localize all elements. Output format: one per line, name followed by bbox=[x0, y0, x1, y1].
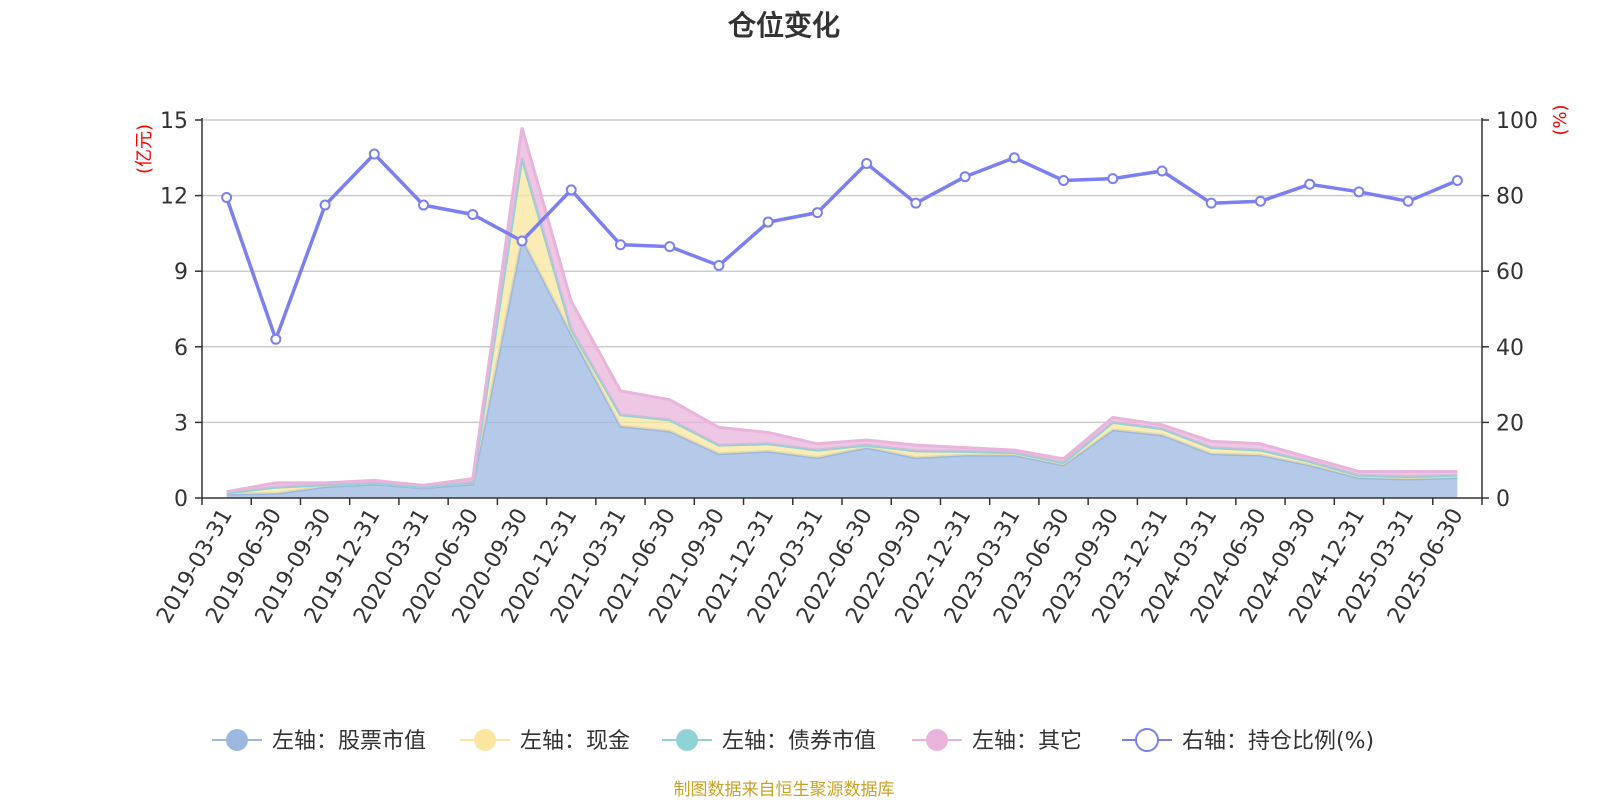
ratio-line-point bbox=[713, 260, 725, 272]
left-axis-tick-label: 12 bbox=[160, 185, 188, 210]
ratio-line-point bbox=[1008, 152, 1020, 164]
holding-ratio-line bbox=[221, 148, 1463, 345]
ratio-line-point bbox=[319, 199, 331, 211]
ratio-line-point bbox=[1402, 195, 1414, 207]
left-axis-unit: (亿元) bbox=[134, 124, 155, 174]
ratio-line-point bbox=[1353, 186, 1365, 198]
ratio-line-point bbox=[1058, 174, 1070, 186]
stacked-areas bbox=[226, 127, 1458, 498]
ratio-line-point bbox=[516, 235, 528, 247]
legend-marker bbox=[926, 729, 948, 751]
right-axis-tick-label: 60 bbox=[1496, 260, 1524, 285]
right-axis-tick-label: 40 bbox=[1496, 336, 1524, 361]
legend-label: 左轴：现金 bbox=[520, 729, 630, 754]
ratio-line-point bbox=[418, 199, 430, 211]
ratio-line-point bbox=[861, 157, 873, 169]
right-axis-tick-label: 0 bbox=[1496, 487, 1510, 512]
legend: 左轴：股票市值 左轴：现金 左轴：债券市值 左轴：其它 右轴：持仓比例(%) bbox=[212, 728, 1374, 754]
ratio-line-point bbox=[811, 207, 823, 219]
legend-label: 左轴：股票市值 bbox=[272, 729, 426, 754]
right-axis-tick-label: 100 bbox=[1496, 109, 1538, 134]
legend-label: 右轴：持仓比例(%) bbox=[1182, 729, 1374, 754]
chart-title: 仓位变化 bbox=[727, 9, 840, 42]
ratio-line-point bbox=[959, 171, 971, 183]
ratio-line-point bbox=[910, 197, 922, 209]
right-axis-unit: (%) bbox=[1550, 104, 1571, 135]
source-note: 制图数据来自恒生聚源数据库 bbox=[673, 780, 895, 800]
right-axis-tick-label: 80 bbox=[1496, 185, 1524, 210]
ratio-line-path bbox=[224, 152, 1459, 341]
axes: 03691215020406080100(亿元)(%)2019-03-31201… bbox=[134, 104, 1571, 627]
ratio-line-point bbox=[1107, 173, 1119, 185]
left-axis-tick-label: 15 bbox=[160, 109, 188, 134]
legend-marker bbox=[1135, 728, 1159, 752]
legend-label: 左轴：其它 bbox=[972, 729, 1082, 754]
ratio-line-point bbox=[221, 191, 233, 203]
ratio-line-point bbox=[762, 216, 774, 228]
ratio-line-point bbox=[664, 241, 676, 253]
ratio-line-point bbox=[1205, 197, 1217, 209]
grid-lines bbox=[202, 119, 1482, 424]
ratio-line-point bbox=[1304, 178, 1316, 190]
ratio-line-point bbox=[614, 239, 626, 251]
ratio-line-point bbox=[467, 209, 479, 220]
legend-marker bbox=[676, 729, 698, 751]
area-edge-左轴：其它 bbox=[226, 127, 1458, 494]
right-axis-tick-label: 20 bbox=[1496, 411, 1524, 436]
legend-label: 左轴：债券市值 bbox=[722, 729, 876, 754]
area-左轴：现金 bbox=[226, 157, 1458, 495]
area-左轴：股票市值 bbox=[226, 238, 1458, 498]
left-axis-tick-label: 6 bbox=[174, 336, 188, 361]
ratio-line-point bbox=[1254, 195, 1266, 207]
ratio-line-point bbox=[1156, 165, 1168, 177]
area-左轴：其它 bbox=[226, 127, 1458, 493]
left-axis-tick-label: 9 bbox=[174, 260, 188, 285]
ratio-line-point bbox=[368, 148, 380, 160]
left-axis-tick-label: 3 bbox=[174, 411, 188, 436]
left-axis-tick-label: 0 bbox=[174, 487, 188, 512]
legend-marker bbox=[474, 729, 496, 751]
ratio-line-point bbox=[1451, 174, 1463, 186]
legend-marker bbox=[226, 729, 248, 751]
ratio-line-point bbox=[270, 333, 282, 345]
ratio-line-point bbox=[565, 184, 577, 196]
